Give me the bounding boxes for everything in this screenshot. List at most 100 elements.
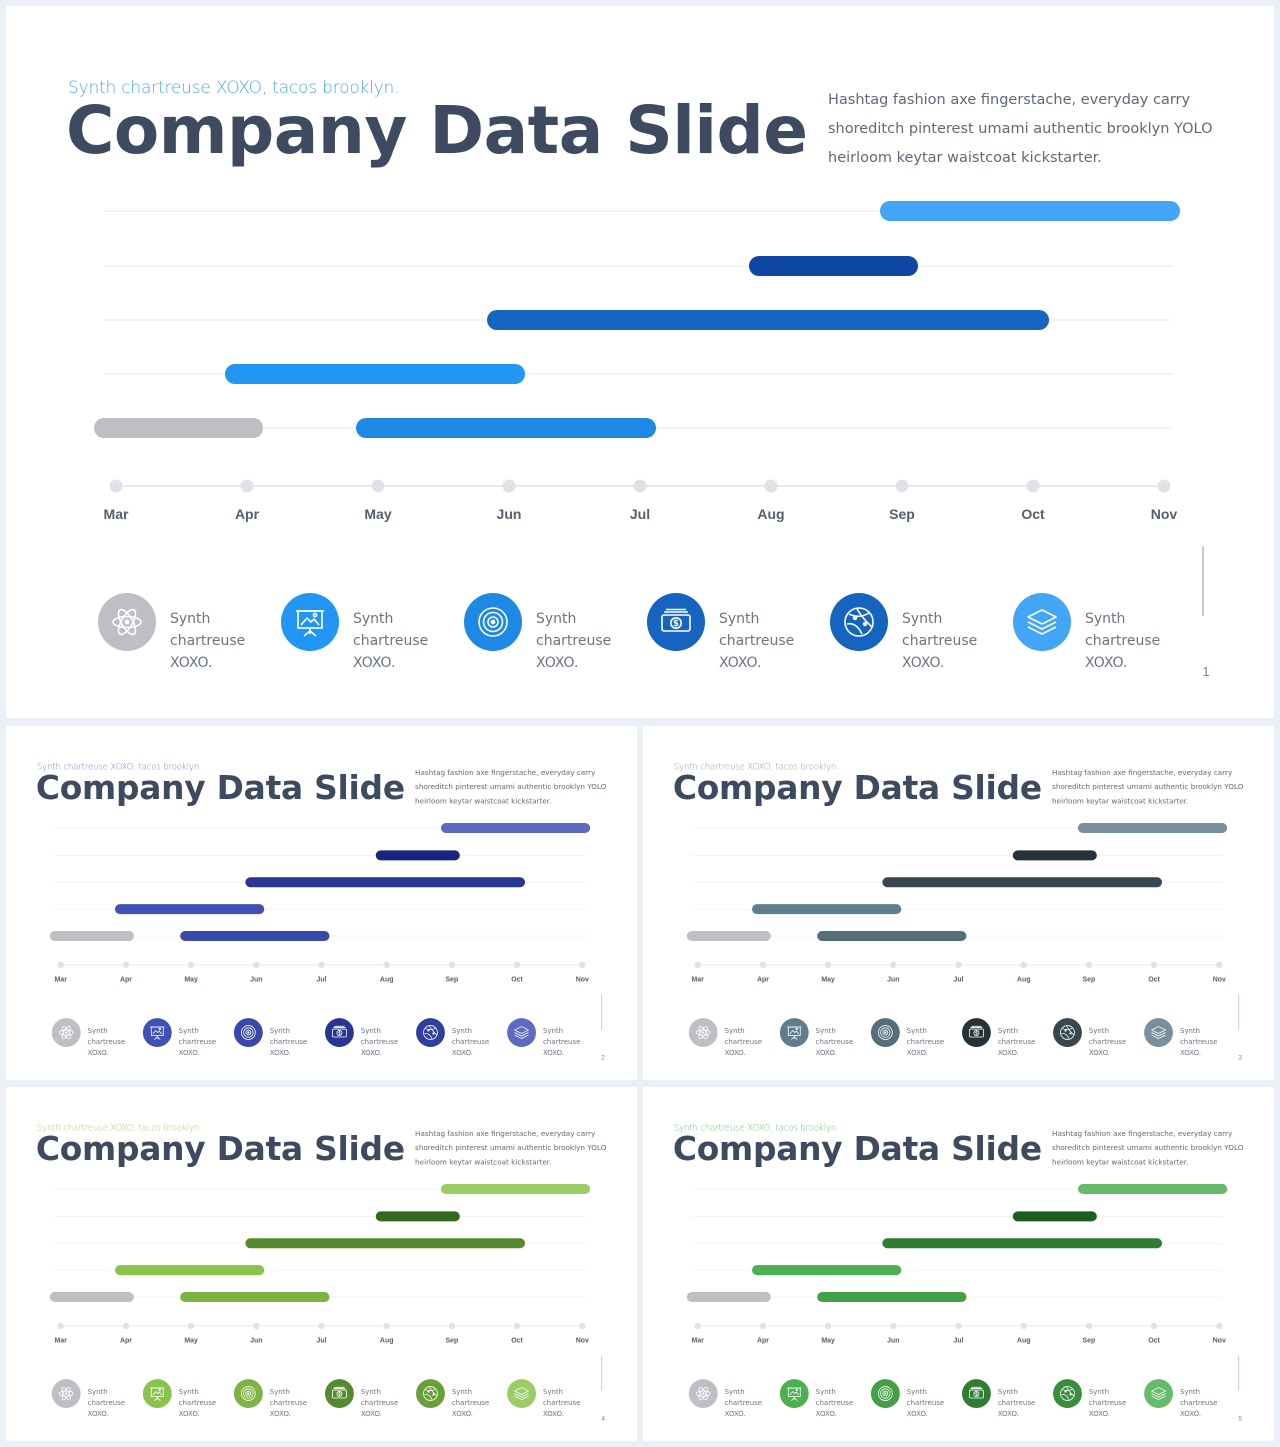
timeline-dot [759,961,767,969]
slide-content: Synth chartreuse XOXO, tacos brooklyn. C… [6,6,1274,718]
divider-line [601,1355,603,1391]
month-label: May [821,976,835,983]
month-label: Nov [576,1337,589,1344]
slide-content: Synth chartreuse XOXO, tacos brooklyn. C… [6,1087,637,1441]
timeline-dot [955,961,962,969]
timeline-dot [1150,961,1158,969]
atom-icon [51,1379,81,1408]
month-label: Jul [953,1337,963,1344]
page-number: 5 [1238,1414,1242,1422]
presentation-board-icon [779,1018,809,1047]
money-icon: $ [324,1379,354,1408]
globe-icon [830,593,888,651]
globe-icon [1053,1018,1082,1047]
legend-label: Synth chartreuse XOXO. [353,611,429,671]
timeline-dot [187,1322,195,1330]
layers-icon [507,1379,536,1408]
month-label: Sep [1082,1337,1095,1344]
legend-label: Synth chartreuse XOXO. [902,611,978,671]
slide-content: Synth chartreuse XOXO, tacos brooklyn. C… [643,1087,1274,1441]
slide-thumbnail-3[interactable]: Synth chartreuse XOXO, tacos brooklyn. C… [643,726,1274,1080]
month-label: Sep [445,976,458,983]
timeline-dot [502,479,516,493]
page-number: 4 [601,1414,605,1422]
slide-description: Hashtag fashion axe fingerstache, everyd… [415,1129,607,1167]
slide-thumbnail-5[interactable]: Synth chartreuse XOXO, tacos brooklyn. C… [643,1087,1274,1441]
slide-title: Company Data Slide [35,1129,405,1169]
month-label: Nov [1151,506,1178,522]
svg-text:$: $ [338,1392,341,1397]
page-number: 3 [1238,1053,1242,1061]
legend-label: Synth chartreuse XOXO. [1179,1027,1218,1057]
legend-label: Synth chartreuse XOXO. [360,1388,399,1418]
timeline-dot [890,1322,897,1330]
slide-content: Synth chartreuse XOXO, tacos brooklyn. C… [643,726,1274,1080]
month-label: Mar [55,1337,68,1344]
slide-content: Synth chartreuse XOXO, tacos brooklyn. C… [6,726,637,1080]
month-label: Apr [120,976,132,983]
month-label: Aug [757,506,784,522]
legend-row: Synth chartreuse XOXO. Synth chartreuse X… [98,592,1198,671]
legend-label: Synth chartreuse XOXO. [360,1027,399,1057]
timeline-dot [318,961,325,969]
timeline-dot [109,479,123,493]
slide-title: Company Data Slide [672,1129,1042,1169]
month-label: Aug [1017,976,1031,983]
legend-label: Synth chartreuse XOXO. [997,1388,1036,1418]
slide-main[interactable]: Synth chartreuse XOXO, tacos brooklyn. C… [6,6,1274,718]
month-label: Oct [1148,1337,1160,1344]
timeline-dot [1085,961,1093,969]
money-icon: $ [961,1379,991,1408]
svg-text:$: $ [975,1392,978,1397]
legend-label: Synth chartreuse XOXO. [451,1027,490,1057]
legend-label: Synth chartreuse XOXO. [724,1027,763,1057]
timeline-dot [694,961,701,969]
slide-subtitle: Synth chartreuse XOXO, tacos brooklyn. [36,761,202,772]
legend-label: Synth chartreuse XOXO. [542,1388,581,1418]
slide-title: Company Data Slide [672,768,1042,808]
month-label: Sep [1082,976,1095,983]
timeline-dot [187,961,195,969]
timeline-dot [383,961,390,969]
legend-row: Synth chartreuse XOXO. Synth chartreuse X… [51,1018,599,1057]
month-label: Mar [55,976,68,983]
timeline-dot [513,961,521,969]
gantt-chart: Mar Apr May Jun Jul Aug Sep Oct Nov [49,1184,591,1344]
legend-label: Synth chartreuse XOXO. [1179,1388,1218,1418]
legend-label: Synth chartreuse XOXO. [724,1388,763,1418]
legend-label: Synth chartreuse XOXO. [87,1388,126,1418]
globe-icon [416,1379,445,1408]
timeline-dot [1157,479,1171,493]
globe-icon [416,1018,445,1047]
legend-label: Synth chartreuse XOXO. [997,1027,1036,1057]
month-label: Jul [953,976,963,983]
timeline-dot [579,961,586,969]
legend-row: Synth chartreuse XOXO. Synth chartreuse X… [51,1379,599,1418]
month-label: Nov [576,976,589,983]
legend-label: Synth chartreuse XOXO. [1085,611,1161,671]
page-number: 1 [1202,664,1210,679]
presentation-board-icon [281,593,339,651]
timeline-dot [1150,1322,1158,1330]
month-label: Oct [511,1337,523,1344]
svg-text:$: $ [673,619,679,629]
month-label: Aug [380,1337,394,1344]
slide-thumbnail-2[interactable]: Synth chartreuse XOXO, tacos brooklyn. C… [6,726,637,1080]
gantt-chart: Mar Apr May Jun Jul Aug Sep Oct Nov [686,1184,1228,1344]
month-label: May [184,976,198,983]
month-label: Mar [692,1337,705,1344]
timeline-dot [824,961,832,969]
timeline-dot [383,1322,390,1330]
month-label: Jun [250,976,262,983]
month-label: Mar [104,506,129,522]
slide-thumbnail-4[interactable]: Synth chartreuse XOXO, tacos brooklyn. C… [6,1087,637,1441]
timeline-dot [764,479,778,493]
legend-label: Synth chartreuse XOXO. [170,611,246,671]
slide-description: Hashtag fashion axe fingerstache, everyd… [1052,1129,1244,1167]
timeline-dot [448,1322,456,1330]
timeline-dot [122,1322,130,1330]
slide-description: Hashtag fashion axe fingerstache, everyd… [828,92,1213,166]
layers-icon [507,1018,536,1047]
slide-description: Hashtag fashion axe fingerstache, everyd… [415,768,607,806]
layers-icon [1013,593,1071,651]
